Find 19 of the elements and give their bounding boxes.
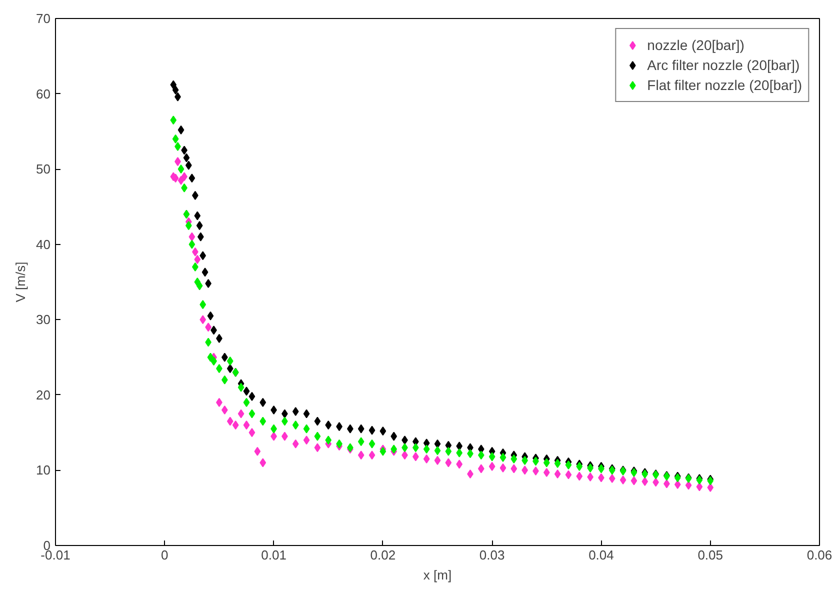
y-tick-label: 70 — [36, 11, 51, 26]
y-tick-label: 30 — [36, 312, 51, 328]
y-axis-title: V [m/s] — [13, 262, 28, 302]
x-tick-label: 0.05 — [698, 548, 724, 562]
x-tick-label: 0.03 — [479, 548, 505, 562]
x-tick-label: 0.04 — [588, 548, 614, 562]
y-tick-label: 20 — [36, 387, 51, 402]
x-tick-label: 0 — [161, 548, 168, 562]
y-tick-label: 60 — [36, 86, 51, 102]
y-tick-label: 40 — [36, 236, 51, 252]
y-tick-label: 10 — [36, 462, 51, 478]
legend-label: Arc filter nozzle (20[bar]) — [647, 57, 800, 73]
x-tick-label: 0.01 — [261, 548, 286, 562]
legend-label: Flat filter nozzle (20[bar]) — [647, 77, 802, 93]
x-tick-label: 0.06 — [806, 548, 832, 562]
y-tick-label: 50 — [36, 162, 51, 177]
x-axis-title: x [m] — [423, 568, 452, 582]
legend-label: nozzle (20[bar]) — [647, 37, 744, 53]
x-tick-label: 0.02 — [370, 548, 396, 562]
